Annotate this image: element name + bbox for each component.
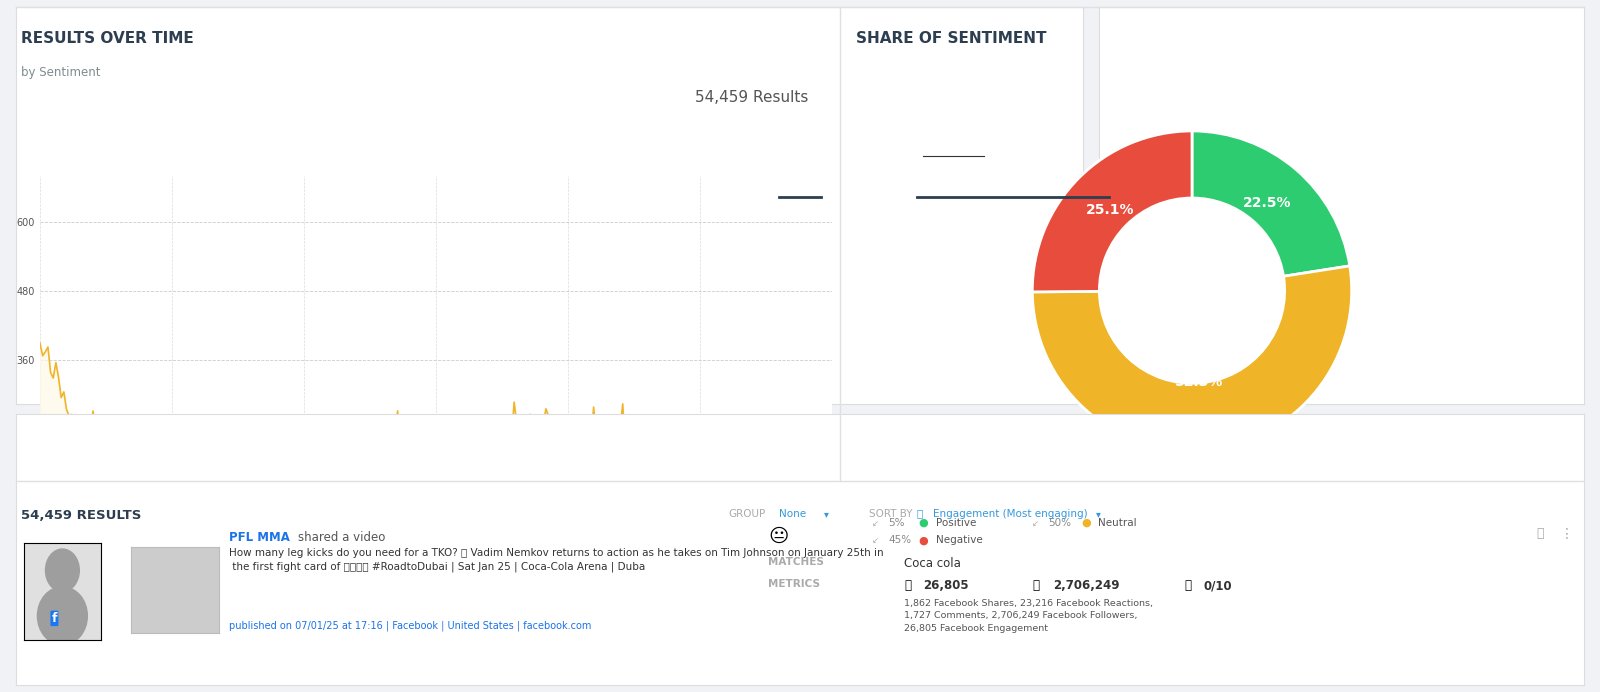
Text: How many leg kicks do you need for a TKO? 🥊 Vadim Nemkov returns to action as he: How many leg kicks do you need for a TKO… xyxy=(229,548,883,572)
Text: RESULTS OVER TIME: RESULTS OVER TIME xyxy=(21,31,194,46)
Text: ▾: ▾ xyxy=(1096,509,1101,518)
Text: 25.1%: 25.1% xyxy=(1086,203,1134,217)
Text: f: f xyxy=(51,612,58,625)
Wedge shape xyxy=(1032,266,1352,450)
Text: 👥: 👥 xyxy=(1032,579,1038,592)
Text: PFL MMA: PFL MMA xyxy=(229,531,290,544)
Text: MATCHES: MATCHES xyxy=(768,557,824,567)
Text: Coca cola: Coca cola xyxy=(904,557,962,570)
Text: ▾: ▾ xyxy=(824,509,829,518)
Text: 22.5%: 22.5% xyxy=(1243,197,1291,210)
Text: 54,459 Results: 54,459 Results xyxy=(694,90,808,105)
Text: by Sentiment: by Sentiment xyxy=(21,66,101,79)
Text: SHARE OF SENTIMENT: SHARE OF SENTIMENT xyxy=(856,31,1046,46)
Ellipse shape xyxy=(37,587,88,645)
Text: GROUP: GROUP xyxy=(728,509,765,518)
Text: Neutral: Neutral xyxy=(1098,518,1136,528)
Text: ↙: ↙ xyxy=(872,536,878,545)
Text: 0/10: 0/10 xyxy=(1203,579,1232,592)
Text: Engagement (Most engaging): Engagement (Most engaging) xyxy=(933,509,1088,518)
Text: ⛶: ⛶ xyxy=(1536,527,1544,540)
Text: METRICS: METRICS xyxy=(768,579,819,589)
Legend: Positive, Neutral, Negative: Positive, Neutral, Negative xyxy=(312,630,560,648)
Text: shared a video: shared a video xyxy=(298,531,386,544)
Text: 💬: 💬 xyxy=(904,579,910,592)
Text: 5%: 5% xyxy=(888,518,904,528)
Text: 💬: 💬 xyxy=(917,509,923,518)
Text: 54,459 RESULTS: 54,459 RESULTS xyxy=(21,509,141,522)
Text: ↙: ↙ xyxy=(872,519,878,528)
Wedge shape xyxy=(1192,131,1350,276)
Text: Positive: Positive xyxy=(936,518,976,528)
Text: 26,805: 26,805 xyxy=(923,579,970,592)
Text: SORT BY: SORT BY xyxy=(869,509,912,518)
Text: 52.3%: 52.3% xyxy=(1176,375,1224,390)
Text: Negative: Negative xyxy=(936,535,982,545)
Text: 45%: 45% xyxy=(888,535,910,545)
Text: 📊: 📊 xyxy=(1184,579,1190,592)
Text: ⋮: ⋮ xyxy=(1560,527,1574,541)
Text: 😐: 😐 xyxy=(768,527,789,546)
Text: 1,862 Facebook Shares, 23,216 Facebook Reactions,
1,727 Comments, 2,706,249 Face: 1,862 Facebook Shares, 23,216 Facebook R… xyxy=(904,599,1154,632)
Text: ●: ● xyxy=(918,535,928,545)
Text: 2,706,249: 2,706,249 xyxy=(1053,579,1120,592)
Text: published on 07/01/25 at 17:16 | Facebook | United States | facebook.com: published on 07/01/25 at 17:16 | Faceboo… xyxy=(229,621,590,631)
Text: ↙: ↙ xyxy=(1032,519,1038,528)
Text: None: None xyxy=(779,509,806,518)
Text: ●: ● xyxy=(918,518,928,528)
Wedge shape xyxy=(1032,131,1192,292)
Text: 50%: 50% xyxy=(1048,518,1070,528)
Text: ●: ● xyxy=(1082,518,1091,528)
Circle shape xyxy=(45,549,80,592)
